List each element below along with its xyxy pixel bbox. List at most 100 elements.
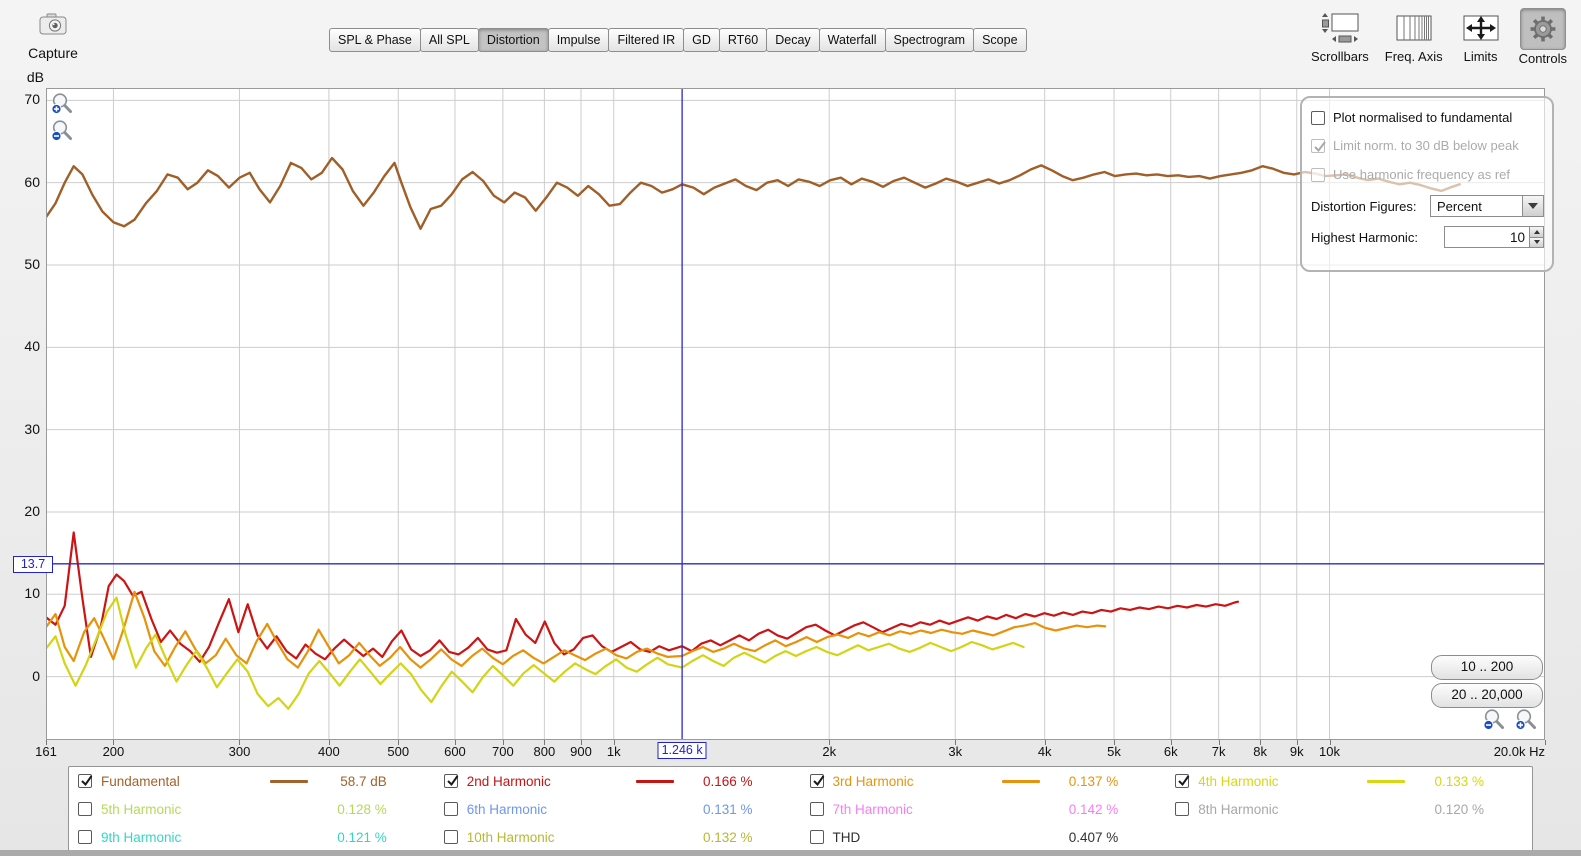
tab-scope[interactable]: Scope [973, 28, 1027, 52]
x-tick-label: 5k [1107, 744, 1121, 759]
y-tick-label: 30 [24, 420, 40, 437]
legend-value: 0.133 % [1434, 773, 1484, 789]
legend-value: 0.121 % [337, 829, 387, 845]
y-axis-unit-label: dB [26, 69, 44, 85]
toolbar-label: Scrollbars [1310, 49, 1369, 64]
tab-spl-phase[interactable]: SPL & Phase [329, 28, 421, 52]
legend-checkbox-10th-harmonic[interactable] [443, 830, 458, 844]
toolbar-button-limits[interactable]: Limits [1459, 8, 1503, 66]
legend-value: 0.166 % [702, 773, 753, 789]
legend-label: THD [832, 829, 861, 845]
x-zoom-buttons [1482, 708, 1538, 732]
tab-waterfall[interactable]: Waterfall [818, 28, 886, 52]
toolbar-button-scrollbars[interactable]: Scrollbars [1311, 8, 1369, 66]
legend-label: 9th Harmonic [101, 829, 182, 845]
x-tick-mark [1218, 740, 1220, 745]
legend-value: 0.407 % [1068, 829, 1119, 845]
distortion-figures-select[interactable]: Percent [1430, 195, 1544, 217]
window-bottom-edge [0, 850, 1581, 856]
legend-item-3rd-harmonic: 3rd Harmonic 0.137 % [801, 767, 1167, 795]
checkbox-label: Use harmonic frequency as ref [1333, 167, 1511, 182]
tab-all-spl[interactable]: All SPL [419, 28, 479, 52]
spinner-up-button[interactable] [1530, 226, 1544, 238]
x-tick-label: 700 [492, 744, 514, 759]
x-tick-mark [544, 740, 546, 745]
x-tick-mark [1114, 740, 1116, 745]
plot-area[interactable] [46, 88, 1545, 740]
zoom-in-icon[interactable] [50, 92, 74, 116]
tab-filtered-ir[interactable]: Filtered IR [608, 28, 685, 52]
x-tick-mark [398, 740, 400, 745]
legend-row: 5th Harmonic 0.128 % 6th Harmonic 0.131 % 7t… [69, 795, 1532, 823]
chevron-down-icon[interactable] [1522, 196, 1543, 216]
y-tick-label: 0 [32, 667, 40, 684]
scrollbars-icon[interactable] [1318, 8, 1362, 48]
legend-item-fundamental: Fundamental 58.7 dB [69, 767, 435, 795]
legend-item-9th-harmonic: 9th Harmonic 0.121 % [69, 823, 435, 851]
legend-line-swatch [625, 779, 685, 783]
tab-gd[interactable]: GD [683, 28, 720, 52]
legend-checkbox-8th-harmonic[interactable] [1175, 802, 1190, 816]
tab-spectrogram[interactable]: Spectrogram [884, 28, 975, 52]
legend-checkbox-5th-harmonic[interactable] [78, 802, 92, 816]
legend-checkbox-thd[interactable] [809, 830, 824, 844]
legend-item-10th-harmonic: 10th Harmonic 0.132 % [435, 823, 801, 851]
x-tick-mark [580, 740, 582, 745]
legend-value: 0.142 % [1068, 801, 1119, 817]
distortion-controls-panel: Plot normalised to fundamental Limit nor… [1300, 96, 1554, 272]
highest-harmonic-input[interactable] [1444, 226, 1530, 248]
x-tick-label: 500 [387, 744, 410, 759]
spinner-down-button[interactable] [1530, 237, 1544, 248]
trace-4th-harmonic [46, 596, 1025, 710]
legend-checkbox-4th-harmonic[interactable] [1175, 774, 1190, 788]
y-tick-label: 70 [24, 91, 40, 108]
x-tick-label: 600 [444, 744, 466, 759]
legend-value: 0.131 % [702, 801, 753, 817]
zoom-in-icon[interactable] [1514, 708, 1538, 732]
tab-decay[interactable]: Decay [766, 28, 820, 52]
x-tick-label: 9k [1289, 744, 1304, 759]
zoom-out-icon[interactable] [1482, 708, 1506, 732]
freq-axis-icon[interactable] [1392, 8, 1436, 48]
legend-checkbox-7th-harmonic[interactable] [809, 802, 824, 816]
legend-checkbox-2nd-harmonic[interactable] [443, 774, 459, 788]
tab-distortion[interactable]: Distortion [477, 28, 549, 52]
legend-label: Fundamental [101, 773, 180, 789]
tab-impulse[interactable]: Impulse [547, 28, 610, 52]
legend-empty-cell [1166, 823, 1532, 851]
range-button-20-20000[interactable]: 20 .. 20,000 [1431, 683, 1543, 708]
x-tick-label: 3k [948, 744, 963, 759]
legend-row: Fundamental 58.7 dB 2nd Harmonic 0.166 % 3rd… [69, 767, 1532, 795]
checkbox-plot-normalised-to-fundamental[interactable] [1311, 110, 1325, 125]
distortion-figures-label: Distortion Figures: [1311, 198, 1417, 214]
limits-icon[interactable] [1459, 8, 1503, 48]
y-tick-label: 10 [24, 585, 40, 602]
legend-checkbox-9th-harmonic[interactable] [78, 830, 92, 844]
legend-checkbox-6th-harmonic[interactable] [443, 802, 458, 816]
legend-item-thd: THD 0.407 % [801, 823, 1167, 851]
checkbox-use-harmonic-frequency [1311, 167, 1325, 182]
legend-label: 5th Harmonic [101, 801, 182, 817]
x-tick-mark [1329, 740, 1331, 745]
camera-icon[interactable] [36, 12, 70, 38]
x-tick-label: 900 [570, 744, 592, 759]
checkbox-label: Plot normalised to fundamental [1333, 110, 1513, 125]
legend-checkbox-3rd-harmonic[interactable] [809, 774, 824, 788]
cursor-db-label: 13.7 [13, 556, 53, 573]
zoom-out-icon[interactable] [50, 119, 74, 143]
capture-control[interactable]: Capture [18, 12, 88, 61]
x-tick-label: 2k [822, 744, 837, 759]
toolbar-button-controls[interactable]: Controls [1519, 8, 1567, 66]
x-tick-label: 800 [533, 744, 556, 759]
x-tick-mark [239, 740, 241, 745]
range-button-10-200[interactable]: 10 .. 200 [1431, 655, 1543, 680]
tab-rt60[interactable]: RT60 [718, 28, 768, 52]
toolbar-button-freq-axis[interactable]: Freq. Axis [1385, 8, 1443, 66]
legend-checkbox-fundamental[interactable] [78, 774, 93, 788]
toolbar-label: Limits [1463, 49, 1498, 64]
x-tick-mark [1170, 740, 1172, 745]
controls-icon[interactable] [1519, 8, 1566, 50]
legend-label: 3rd Harmonic [832, 773, 914, 789]
x-tick-mark [613, 740, 615, 745]
